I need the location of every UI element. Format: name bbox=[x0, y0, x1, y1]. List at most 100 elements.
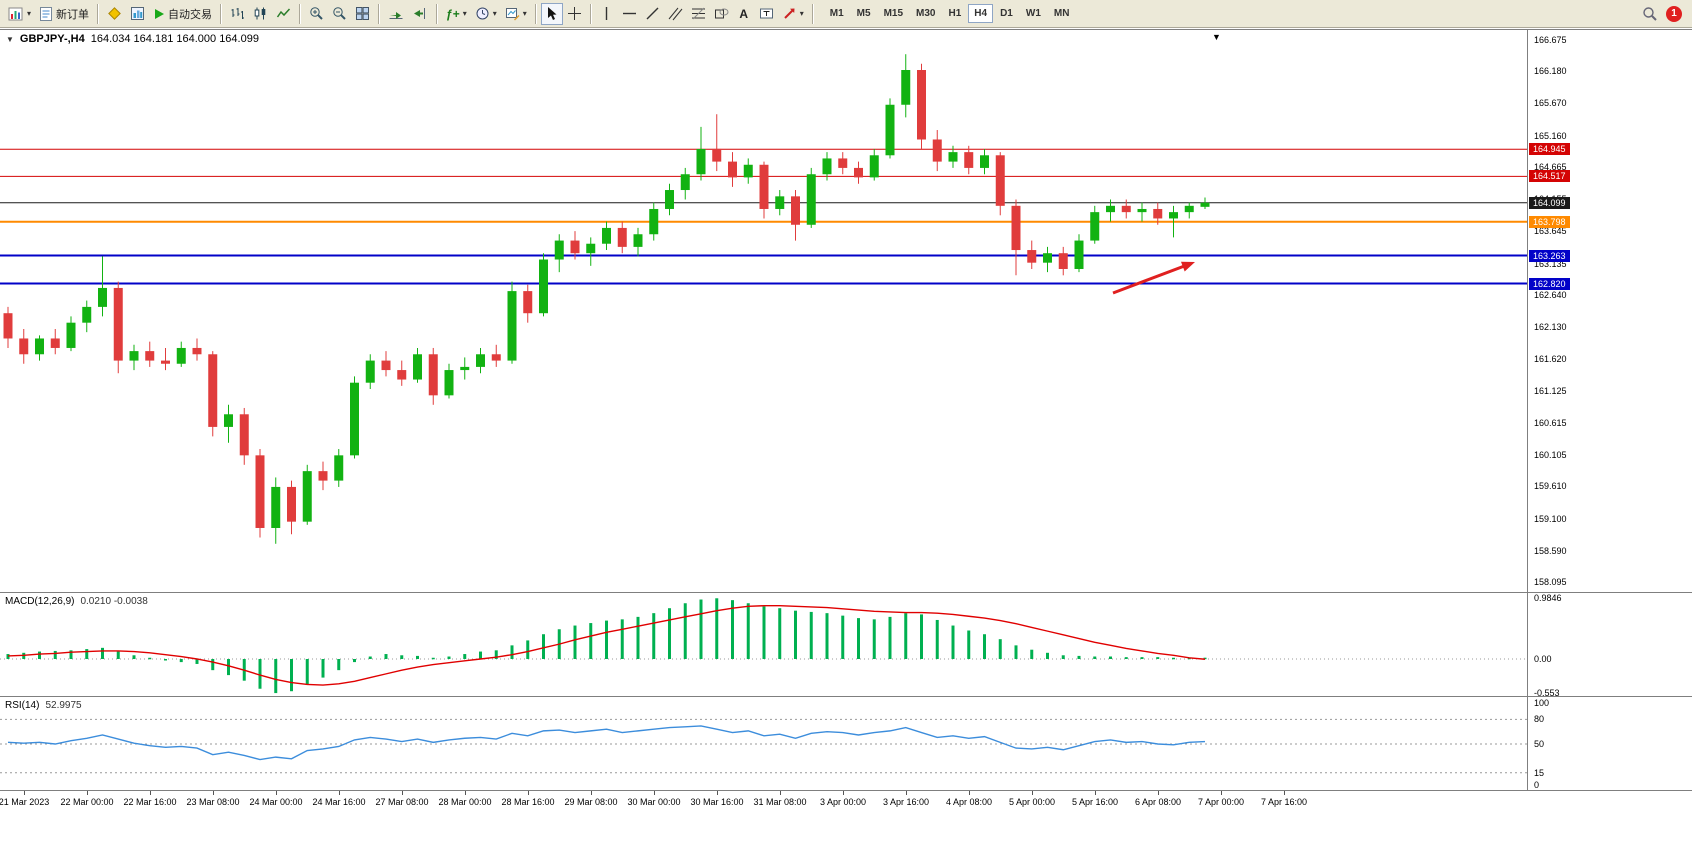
cursor-button[interactable] bbox=[540, 2, 563, 25]
candle-body bbox=[759, 164, 769, 209]
candle-body bbox=[743, 164, 753, 178]
price-axis-label: 164.665 bbox=[1534, 161, 1567, 172]
timeframe-button-d1[interactable]: D1 bbox=[1000, 8, 1013, 19]
auto-trading-button[interactable]: 自动交易 bbox=[149, 3, 216, 25]
macd-histogram-bar bbox=[1156, 657, 1160, 659]
time-axis-tick bbox=[717, 791, 718, 795]
fibonacci-button[interactable] bbox=[687, 3, 710, 25]
timeframe-button-m15[interactable]: M15 bbox=[883, 8, 904, 19]
horizontal-line-button[interactable] bbox=[618, 3, 641, 25]
text-label-button[interactable] bbox=[755, 3, 778, 25]
time-axis-label: 30 Mar 00:00 bbox=[627, 797, 681, 807]
rsi-axis-label: 50 bbox=[1534, 739, 1545, 749]
annotation-arrow-head[interactable] bbox=[1181, 261, 1195, 272]
candle-body bbox=[964, 152, 974, 168]
chart-shift-marker-icon[interactable]: ▼ bbox=[1212, 32, 1221, 42]
candle-body bbox=[350, 382, 359, 456]
templates-button[interactable]: ▾ bbox=[501, 3, 531, 25]
candle-body bbox=[539, 259, 548, 314]
macd-histogram-bar bbox=[227, 659, 230, 676]
time-axis-label: 28 Mar 00:00 bbox=[438, 797, 492, 807]
macd-histogram-bar bbox=[778, 608, 782, 659]
macd-histogram-bar bbox=[1046, 652, 1049, 659]
crosshair-button[interactable] bbox=[563, 3, 586, 25]
timeframe-button-m30[interactable]: M30 bbox=[916, 8, 936, 19]
price-axis-label: 163.645 bbox=[1534, 226, 1567, 237]
macd-histogram-bar bbox=[416, 655, 419, 659]
price-badge-resistance: 164.517 bbox=[1529, 170, 1570, 183]
macd-title: MACD(12,26,9) 0.0210 -0.0038 bbox=[5, 596, 148, 607]
candle-body bbox=[397, 370, 407, 380]
timeframe-button-h4[interactable]: H4 bbox=[968, 4, 994, 23]
rsi-line bbox=[7, 725, 1206, 761]
candle-body bbox=[775, 196, 785, 209]
trendline-button[interactable] bbox=[641, 3, 664, 25]
market-watch-button[interactable] bbox=[126, 3, 149, 25]
time-axis-label: 31 Mar 08:00 bbox=[753, 797, 807, 807]
panel-separator bbox=[0, 790, 1692, 791]
time-axis-label: 29 Mar 08:00 bbox=[564, 797, 618, 807]
symbol-dropdown-icon[interactable]: ▼ bbox=[6, 34, 14, 44]
toolbar-right: 1 bbox=[1642, 5, 1688, 22]
toolbar-separator bbox=[534, 3, 537, 24]
macd-chart-svg[interactable] bbox=[0, 593, 1527, 696]
arrows-button[interactable]: ▾ bbox=[778, 3, 808, 25]
candle-body bbox=[806, 174, 816, 225]
macd-histogram-bar bbox=[573, 625, 577, 659]
metaeditor-button[interactable] bbox=[103, 3, 126, 25]
new-order-icon bbox=[40, 6, 53, 21]
auto-scroll-button[interactable] bbox=[384, 3, 408, 25]
timeframe-button-w1[interactable]: W1 bbox=[1025, 8, 1041, 19]
candle-body bbox=[1137, 208, 1147, 213]
candle-body bbox=[271, 486, 281, 528]
time-axis-label: 22 Mar 00:00 bbox=[60, 797, 114, 807]
fibonacci-icon bbox=[691, 7, 705, 20]
notification-badge[interactable]: 1 bbox=[1666, 5, 1682, 22]
line-chart-type-button[interactable] bbox=[272, 3, 295, 25]
macd-histogram-bar bbox=[668, 608, 671, 659]
periods-button[interactable]: ▾ bbox=[471, 3, 501, 25]
channel-button[interactable] bbox=[664, 3, 687, 25]
indicators-button[interactable]: ƒ+ ▾ bbox=[442, 3, 471, 25]
zoom-out-button[interactable] bbox=[328, 3, 351, 25]
zoom-in-button[interactable] bbox=[305, 3, 328, 25]
timeframe-button-h1[interactable]: H1 bbox=[948, 8, 962, 19]
candle-body bbox=[3, 313, 13, 339]
rsi-chart-svg[interactable] bbox=[0, 697, 1527, 790]
macd-histogram-bar bbox=[431, 657, 435, 660]
timeframe-button-m5[interactable]: M5 bbox=[856, 8, 871, 19]
price-axis[interactable]: 166.675166.180165.670165.160164.665164.1… bbox=[1527, 30, 1692, 791]
candlestick-chart-type-button[interactable] bbox=[249, 3, 272, 25]
shapes-button[interactable] bbox=[710, 3, 733, 25]
chart-shift-button[interactable] bbox=[408, 3, 432, 25]
vertical-line-button[interactable] bbox=[596, 3, 618, 25]
search-icon[interactable] bbox=[1642, 6, 1658, 22]
new-order-button[interactable]: 新订单 bbox=[35, 3, 93, 25]
toolbar-separator bbox=[378, 3, 381, 24]
time-axis-tick bbox=[1284, 791, 1285, 795]
timeframe-button-mn[interactable]: MN bbox=[1053, 8, 1070, 19]
tile-windows-button[interactable] bbox=[351, 3, 374, 25]
panel-separator[interactable] bbox=[0, 592, 1692, 593]
price-axis-label: 158.590 bbox=[1534, 545, 1567, 556]
dropdown-caret-icon: ▾ bbox=[27, 8, 32, 18]
zoom-out-icon bbox=[333, 7, 346, 20]
candle-body bbox=[507, 291, 517, 361]
time-axis[interactable]: 21 Mar 2023 22 Mar 00:00 22 Mar 16:00 23 Ma… bbox=[0, 791, 1692, 815]
main-chart-svg[interactable] bbox=[0, 30, 1527, 592]
new-chart-button[interactable]: ▾ bbox=[4, 3, 35, 25]
symbol-timeframe-label: GBPJPY-,H4 bbox=[19, 33, 85, 45]
bar-chart-type-button[interactable] bbox=[226, 3, 249, 25]
candle-body bbox=[1184, 205, 1194, 213]
time-axis-label: 23 Mar 08:00 bbox=[186, 797, 240, 807]
annotation-arrow-shaft[interactable] bbox=[1112, 262, 1190, 295]
timeframe-button-m1[interactable]: M1 bbox=[829, 8, 844, 19]
macd-histogram-bar bbox=[794, 610, 797, 659]
candle-body bbox=[696, 148, 706, 175]
candle-body bbox=[113, 287, 123, 361]
candle-body bbox=[995, 155, 1005, 206]
macd-histogram-bar bbox=[762, 606, 766, 659]
panel-separator[interactable] bbox=[0, 696, 1692, 697]
text-button[interactable]: A bbox=[733, 3, 755, 25]
macd-histogram-bar bbox=[605, 620, 608, 659]
